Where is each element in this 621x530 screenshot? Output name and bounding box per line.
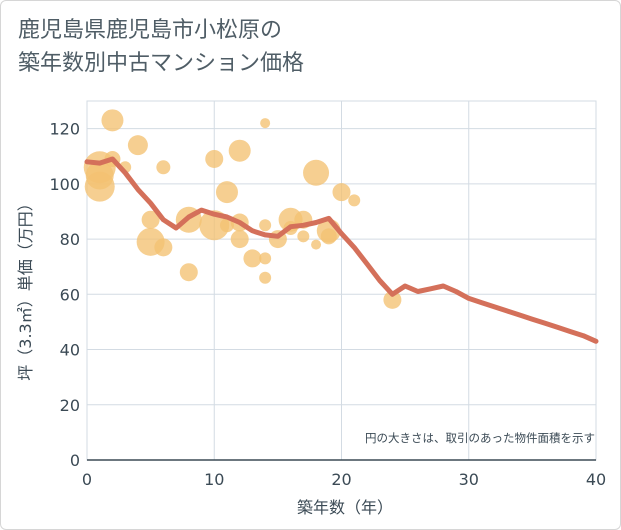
y-tick-label: 20 (60, 396, 80, 415)
data-bubble (260, 118, 271, 129)
bubble-size-note: 円の大きさは、取引のあった物件面積を示す (365, 431, 595, 445)
chart-title-line-2: 築年数別中古マンション価格 (18, 51, 305, 76)
data-bubble (127, 135, 148, 156)
x-tick-label: 0 (82, 470, 92, 489)
y-tick-label: 60 (60, 285, 80, 304)
data-bubble (303, 159, 330, 186)
data-bubble (297, 230, 310, 243)
data-bubble (332, 183, 351, 202)
data-bubble (230, 230, 249, 249)
data-bubble (219, 218, 234, 233)
y-tick-label: 80 (60, 230, 80, 249)
x-tick-label: 40 (586, 470, 606, 489)
data-bubble (154, 238, 173, 257)
chart-title: 鹿児島県鹿児島市小松原の 築年数別中古マンション価格 (18, 14, 578, 80)
data-bubble (320, 228, 337, 245)
data-bubble (179, 263, 198, 282)
data-bubble (348, 194, 361, 207)
data-bubble (156, 160, 171, 175)
y-axis-title: 坪（3.3㎡）単価（万円） (16, 195, 35, 380)
data-bubble (259, 271, 272, 284)
trend-line-layer (84, 156, 599, 344)
x-tick-label: 30 (459, 470, 479, 489)
data-bubble (383, 290, 402, 309)
data-bubble (311, 239, 322, 250)
chart-title-line-1: 鹿児島県鹿児島市小松原の (18, 18, 283, 43)
data-bubble (101, 109, 124, 132)
bubble-layer (83, 109, 402, 309)
data-bubble (259, 219, 272, 232)
y-tick-label: 0 (70, 451, 80, 470)
data-bubble (228, 139, 251, 162)
x-tick-label: 20 (331, 470, 351, 489)
average-price-line (84, 156, 599, 344)
x-axis-title: 築年数（年） (297, 498, 393, 517)
y-tick-label: 100 (49, 175, 80, 194)
data-bubble (205, 149, 224, 168)
data-bubble (259, 252, 272, 265)
data-bubble (243, 249, 262, 268)
x-tick-label: 10 (204, 470, 224, 489)
data-bubble (141, 210, 160, 229)
axes: 0 20 40 60 80 100 120 0 10 20 30 40 (49, 120, 606, 489)
grid-lines (86, 100, 597, 461)
y-tick-label: 120 (49, 120, 80, 139)
data-bubble (84, 171, 115, 202)
y-tick-label: 40 (60, 341, 80, 360)
data-bubble (215, 181, 238, 204)
